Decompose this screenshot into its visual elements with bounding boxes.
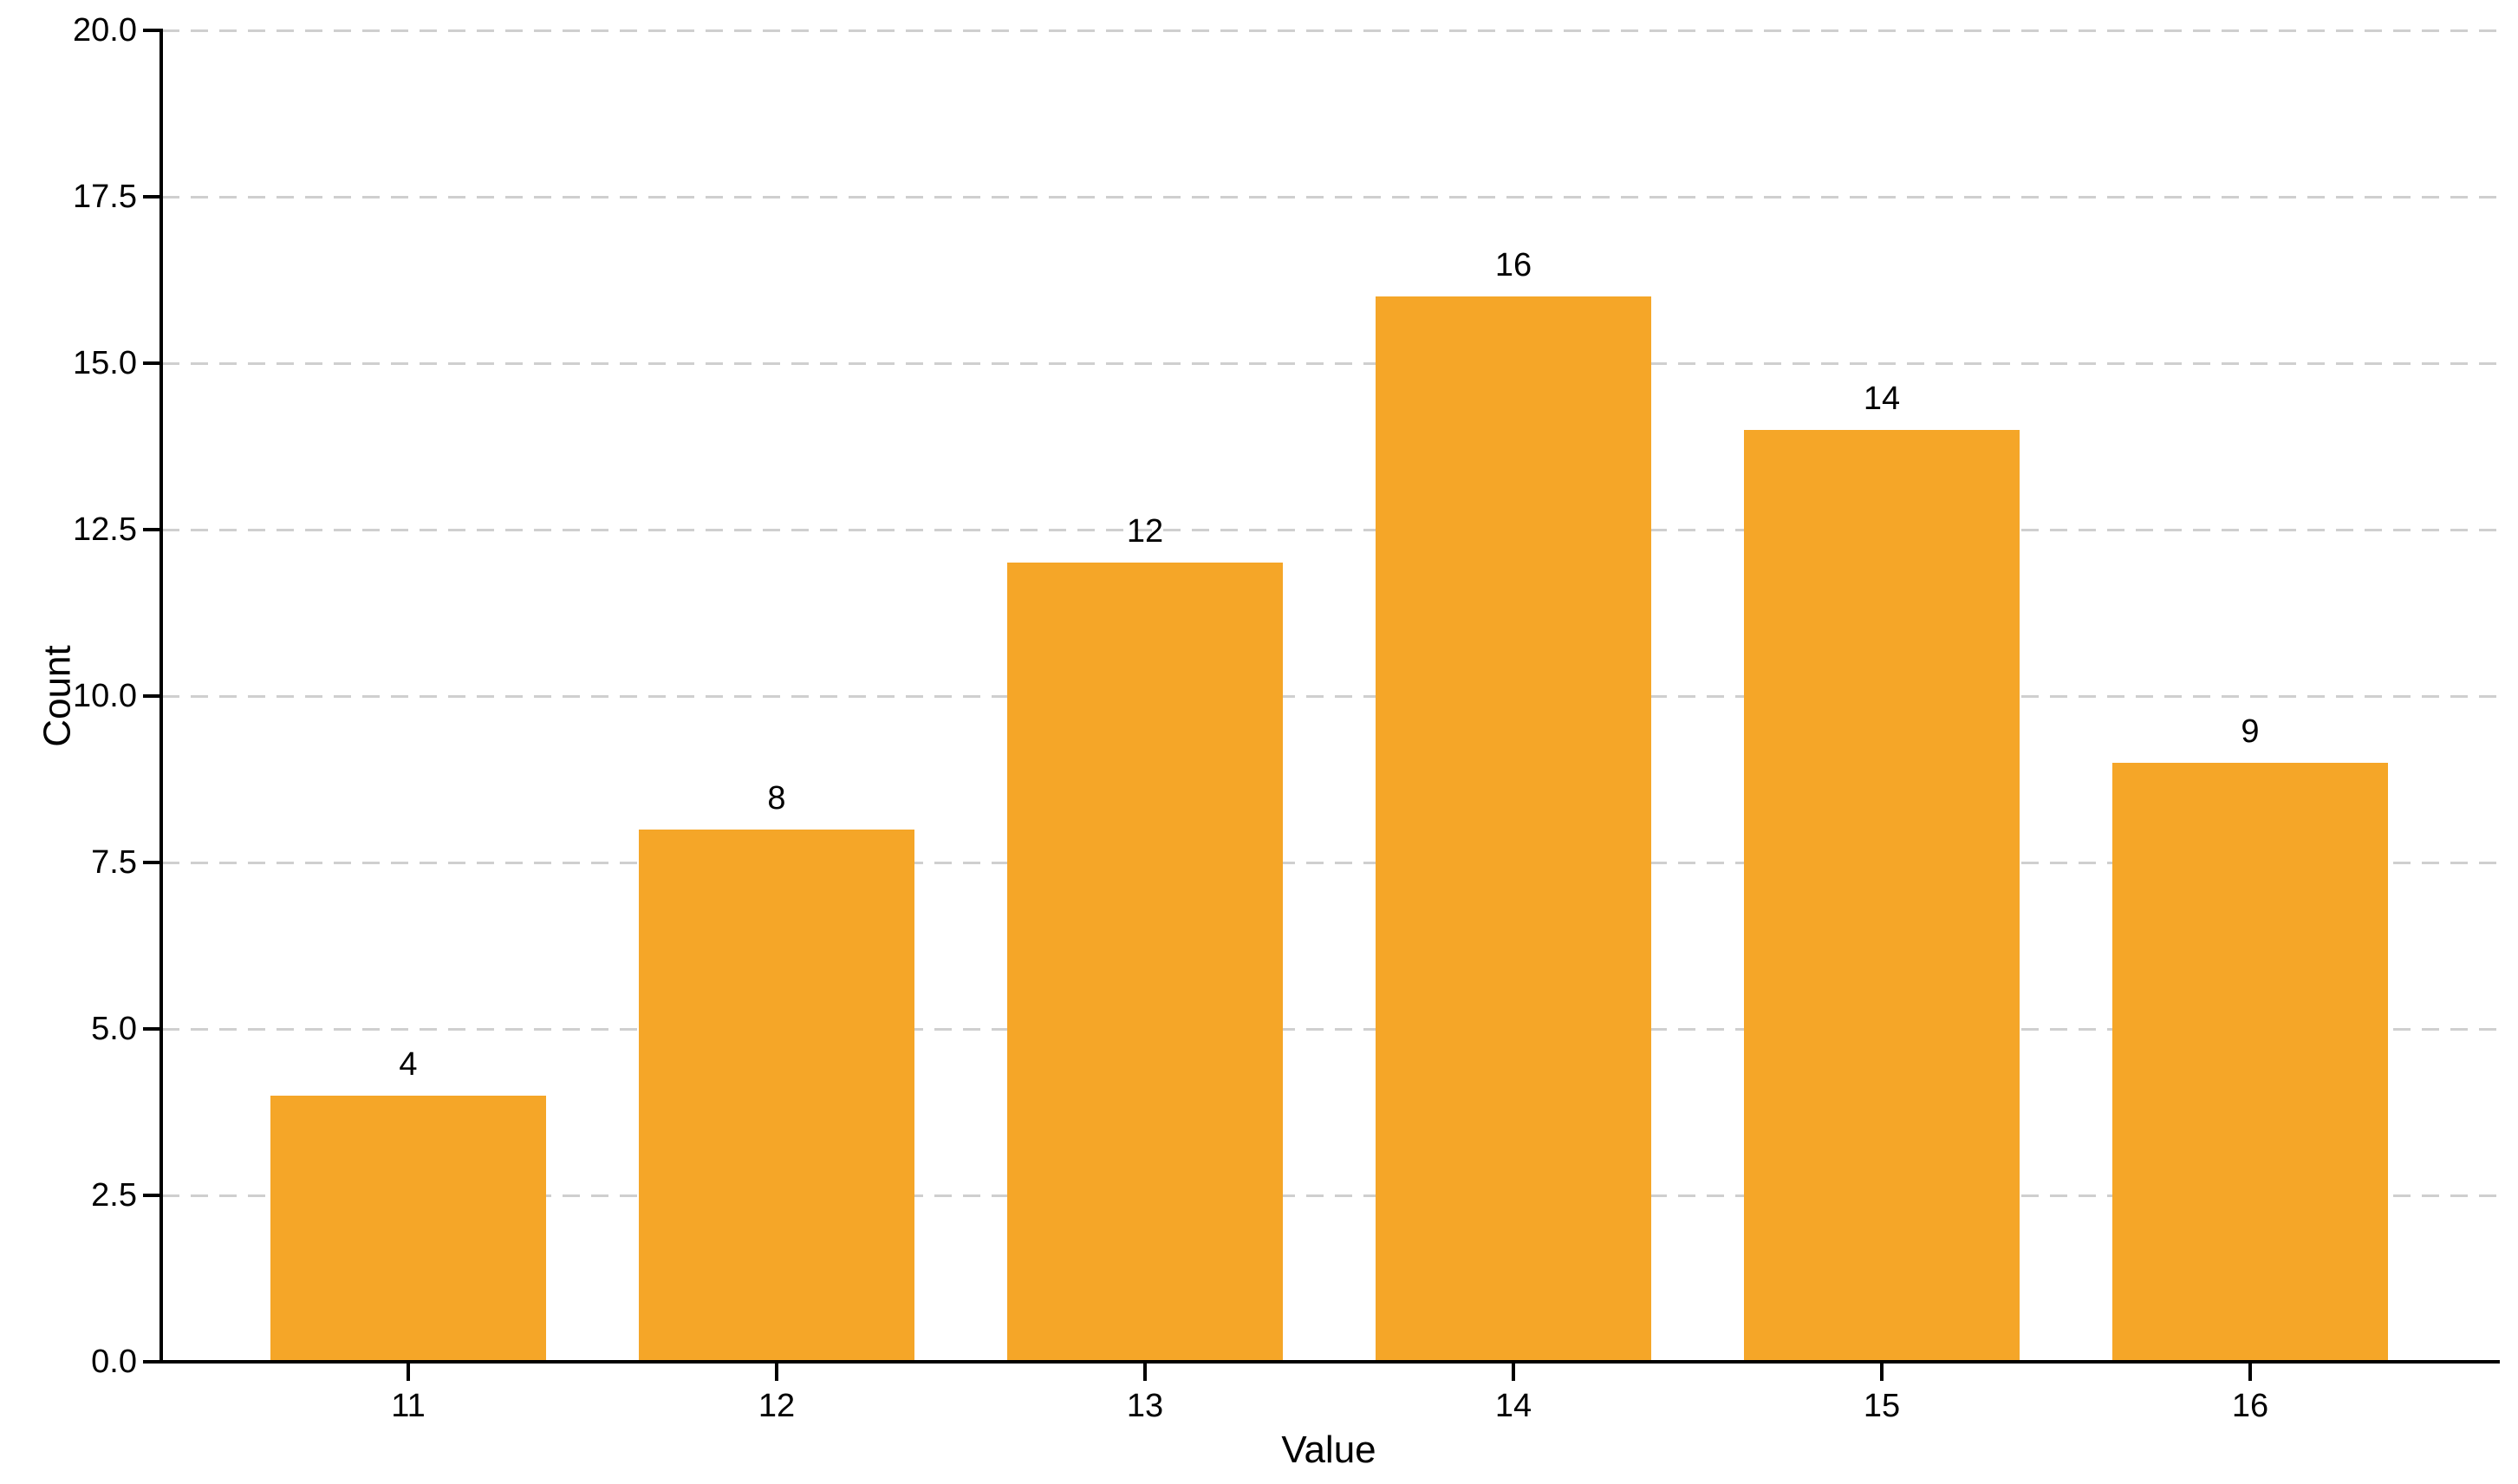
y-tick-mark-0.0 [143, 1360, 162, 1364]
bar-value-label-11: 4 [399, 1045, 418, 1083]
y-tick-label-0.0: 0.0 [91, 1344, 137, 1380]
y-tick-label-15.0: 15.0 [73, 345, 137, 381]
y-tick-label-2.5: 2.5 [91, 1177, 137, 1214]
x-tick-mark-13 [1143, 1364, 1147, 1381]
y-tick-mark-5.0 [143, 1027, 162, 1031]
x-axis-title: Value [1281, 1429, 1376, 1471]
x-tick-label-12: 12 [758, 1388, 796, 1424]
plot-area: 4 8 12 16 14 9 [162, 29, 2496, 1362]
gridline-y-5.0 [162, 1027, 2496, 1031]
gridline-y-2.5 [162, 1194, 2496, 1197]
gridline-y-15.0 [162, 361, 2496, 365]
y-tick-mark-2.5 [143, 1194, 162, 1197]
x-tick-label-13: 13 [1126, 1388, 1164, 1424]
x-tick-label-11: 11 [391, 1388, 426, 1424]
y-tick-label-20.0: 20.0 [73, 12, 137, 49]
bar-12 [639, 829, 914, 1362]
x-tick-mark-14 [1512, 1364, 1515, 1381]
x-tick-mark-12 [775, 1364, 778, 1381]
gridline-y-17.5 [162, 195, 2496, 199]
y-tick-mark-10.0 [143, 694, 162, 698]
x-tick-mark-16 [2248, 1364, 2252, 1381]
y-tick-label-7.5: 7.5 [91, 844, 137, 881]
bar-14 [1376, 296, 1651, 1362]
bar-value-label-16: 9 [2241, 713, 2260, 750]
y-axis-title: Count [36, 645, 79, 747]
gridline-y-10.0 [162, 694, 2496, 698]
x-tick-mark-15 [1880, 1364, 1884, 1381]
y-tick-label-5.0: 5.0 [91, 1011, 137, 1047]
y-tick-mark-7.5 [143, 861, 162, 864]
x-tick-label-14: 14 [1494, 1388, 1532, 1424]
x-tick-label-15: 15 [1863, 1388, 1901, 1424]
bar-value-label-14: 16 [1494, 247, 1532, 284]
x-axis-spine [159, 1360, 2500, 1364]
y-tick-label-10.0: 10.0 [73, 678, 137, 714]
x-tick-label-16: 16 [2231, 1388, 2269, 1424]
bar-value-label-13: 12 [1126, 513, 1164, 550]
bar-16 [2112, 762, 2388, 1362]
y-tick-mark-15.0 [143, 361, 162, 365]
bar-13 [1007, 563, 1283, 1362]
y-tick-mark-12.5 [143, 528, 162, 531]
bar-11 [270, 1095, 546, 1362]
y-tick-label-17.5: 17.5 [73, 179, 137, 215]
bar-value-label-12: 8 [767, 779, 786, 817]
gridline-y-7.5 [162, 861, 2496, 864]
y-tick-label-12.5: 12.5 [73, 511, 137, 548]
y-tick-mark-17.5 [143, 195, 162, 199]
bar-15 [1744, 429, 2020, 1362]
x-tick-mark-11 [407, 1364, 410, 1381]
bar-value-label-15: 14 [1863, 380, 1901, 417]
y-tick-mark-20.0 [143, 29, 162, 32]
gridline-y-20.0 [162, 29, 2496, 32]
gridline-y-12.5 [162, 528, 2496, 531]
